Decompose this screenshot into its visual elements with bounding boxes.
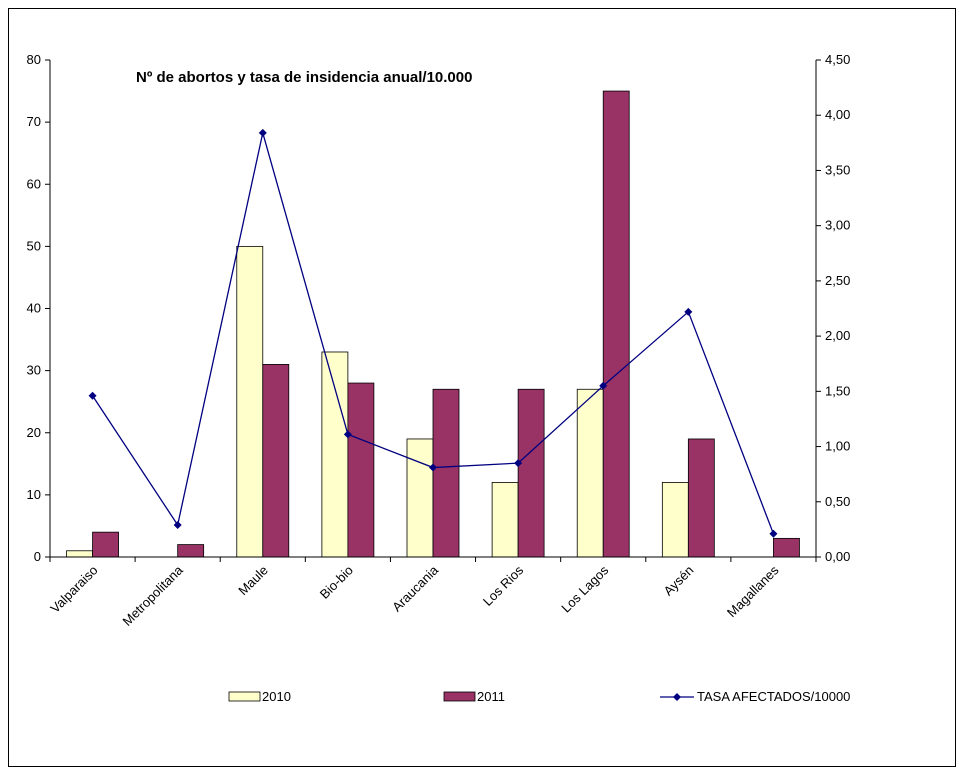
left-tick-label: 10: [27, 487, 41, 502]
x-tick-label: Araucania: [389, 562, 442, 615]
right-tick-label: 1,50: [825, 383, 850, 398]
tasa-point: [258, 128, 267, 137]
legend-label-tasa: TASA AFECTADOS/10000: [697, 689, 850, 704]
bar-2011: [92, 531, 119, 558]
tasa-point: [88, 391, 97, 400]
right-tick-label: 4,50: [825, 52, 850, 67]
left-tick-label: 50: [27, 238, 41, 253]
tasa-point: [173, 520, 182, 529]
legend-swatch-2010: [228, 691, 261, 702]
x-tick-label: Aysén: [660, 563, 696, 599]
bar-2011: [773, 537, 800, 558]
legend-marker-tasa: [673, 693, 681, 701]
bar-2011: [432, 388, 460, 558]
right-tick-label: 0,00: [825, 549, 850, 564]
x-tick-label: Los Lagos: [558, 562, 611, 615]
x-tick-label: Magallanes: [724, 562, 782, 620]
x-tick-label: Valparaiso: [47, 563, 100, 616]
tasa-point: [514, 459, 523, 468]
bar-2011: [517, 388, 545, 558]
right-tick-label: 0,50: [825, 494, 850, 509]
tasa-point: [769, 529, 778, 538]
tasa-point: [343, 430, 352, 439]
right-tick-label: 1,00: [825, 439, 850, 454]
legend-label-2010: 2010: [262, 689, 291, 704]
bar-2010: [236, 245, 264, 558]
bar-2011: [687, 438, 715, 558]
left-tick-label: 70: [27, 114, 41, 129]
legend-label-2011: 2011: [477, 689, 505, 704]
left-tick-label: 80: [27, 52, 41, 67]
left-tick-label: 30: [27, 363, 41, 378]
x-tick-label: Los Rios: [480, 562, 527, 609]
x-tick-label: Bio-bio: [317, 563, 356, 602]
left-tick-label: 20: [27, 425, 41, 440]
bar-2010: [661, 482, 689, 558]
chart-frame: [8, 8, 956, 767]
tasa-point: [429, 463, 437, 472]
right-tick-label: 4,00: [825, 107, 850, 122]
tasa-point: [599, 381, 608, 390]
right-tick-label: 3,50: [825, 162, 850, 177]
bar-2010: [576, 388, 604, 558]
right-tick-label: 3,00: [825, 218, 850, 233]
bar-2011: [177, 544, 205, 558]
left-tick-label: 0: [34, 549, 41, 564]
legend-swatch-2011: [443, 691, 476, 702]
bar-2010: [491, 482, 519, 558]
left-tick-label: 60: [27, 176, 41, 191]
bar-2010: [66, 550, 93, 558]
x-tick-label: Maule: [235, 563, 271, 599]
bar-2010: [321, 351, 349, 558]
right-tick-label: 2,50: [825, 273, 850, 288]
bar-2011: [602, 90, 630, 558]
bar-2011: [262, 364, 290, 558]
left-tick-label: 40: [27, 301, 41, 316]
bar-2011: [347, 382, 375, 558]
tasa-point: [684, 307, 693, 316]
chart-title: Nº de abortos y tasa de insidencia anual…: [136, 69, 472, 86]
bar-2010: [406, 438, 434, 558]
x-tick-label: Metropolitana: [119, 562, 186, 629]
right-tick-label: 2,00: [825, 328, 850, 343]
